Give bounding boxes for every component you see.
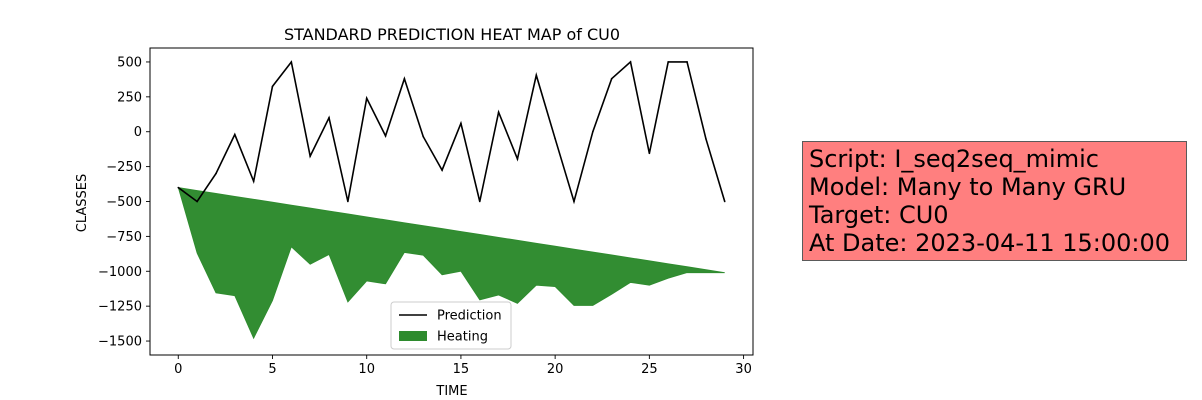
x-axis-ticks: 0 5 10 15 20 25 30 — [174, 355, 752, 377]
prediction-point — [497, 111, 500, 113]
prediction-point — [686, 61, 688, 63]
y-tick-label: −750 — [106, 230, 142, 245]
y-tick-label: −500 — [106, 195, 142, 210]
prediction-point — [309, 155, 311, 157]
x-tick-label: 10 — [358, 362, 375, 377]
info-target-line: Target: CU0 — [809, 201, 949, 229]
y-axis-label: CLASSES — [75, 174, 90, 232]
prediction-point — [705, 137, 707, 140]
legend-heating-label: Heating — [437, 330, 488, 345]
info-box: Script: I_seq2seq_mimic Model: Many to M… — [802, 141, 1187, 261]
prediction-point — [233, 133, 236, 136]
chart: STANDARD PREDICTION HEAT MAP of CU0 0 5 10… — [75, 25, 754, 399]
prediction-point — [196, 200, 198, 203]
prediction-point — [384, 135, 387, 137]
x-tick-label: 20 — [547, 362, 564, 377]
info-script-line: Script: I_seq2seq_mimic — [809, 145, 1099, 173]
y-axis-ticks: 500 250 0 −250 −500 −750 −1000 −1250 −1500 — [98, 55, 150, 350]
heating-area — [177, 187, 725, 340]
prediction-point — [554, 137, 556, 140]
x-tick-label: 15 — [453, 362, 470, 377]
prediction-point — [535, 74, 538, 77]
y-tick-label: −1000 — [98, 265, 142, 280]
y-tick-label: −250 — [106, 160, 142, 175]
prediction-point — [271, 85, 274, 88]
prediction-point — [403, 77, 406, 80]
y-tick-label: 0 — [134, 125, 142, 140]
prediction-point — [441, 169, 443, 171]
prediction-point — [516, 158, 519, 160]
prediction-point — [667, 61, 670, 63]
prediction-point — [365, 97, 368, 100]
info-date-line: At Date: 2023-04-11 15:00:00 — [809, 229, 1171, 257]
legend-prediction-label: Prediction — [437, 309, 502, 324]
y-tick-label: −1250 — [98, 300, 142, 315]
y-tick-label: 250 — [117, 90, 142, 105]
prediction-point — [177, 186, 180, 189]
prediction-point — [648, 152, 651, 155]
legend: Prediction Heating — [390, 301, 512, 350]
prediction-point — [252, 180, 255, 183]
prediction-point — [592, 130, 594, 133]
prediction-point — [328, 116, 330, 119]
prediction-point — [573, 200, 575, 203]
x-tick-label: 25 — [641, 362, 658, 377]
prediction-point — [610, 77, 613, 80]
chart-title: STANDARD PREDICTION HEAT MAP of CU0 — [284, 25, 620, 44]
legend-heating-swatch — [399, 331, 427, 341]
prediction-point — [460, 122, 462, 125]
y-tick-label: 500 — [117, 55, 142, 70]
prediction-point — [422, 135, 425, 138]
x-axis-label: TIME — [435, 384, 467, 399]
prediction-point — [290, 61, 293, 63]
prediction-line — [177, 60, 726, 205]
x-tick-label: 0 — [174, 362, 182, 377]
x-tick-label: 5 — [268, 362, 276, 377]
info-model-line: Model: Many to Many GRU — [809, 173, 1127, 201]
prediction-line-layer — [177, 60, 726, 205]
prediction-point — [347, 200, 349, 203]
prediction-point — [629, 61, 632, 63]
y-tick-label: −1500 — [98, 335, 142, 350]
prediction-point — [478, 200, 481, 203]
x-tick-label: 30 — [735, 362, 752, 377]
heating-area-layer — [177, 187, 725, 340]
prediction-point — [723, 200, 726, 203]
prediction-point — [215, 172, 217, 175]
